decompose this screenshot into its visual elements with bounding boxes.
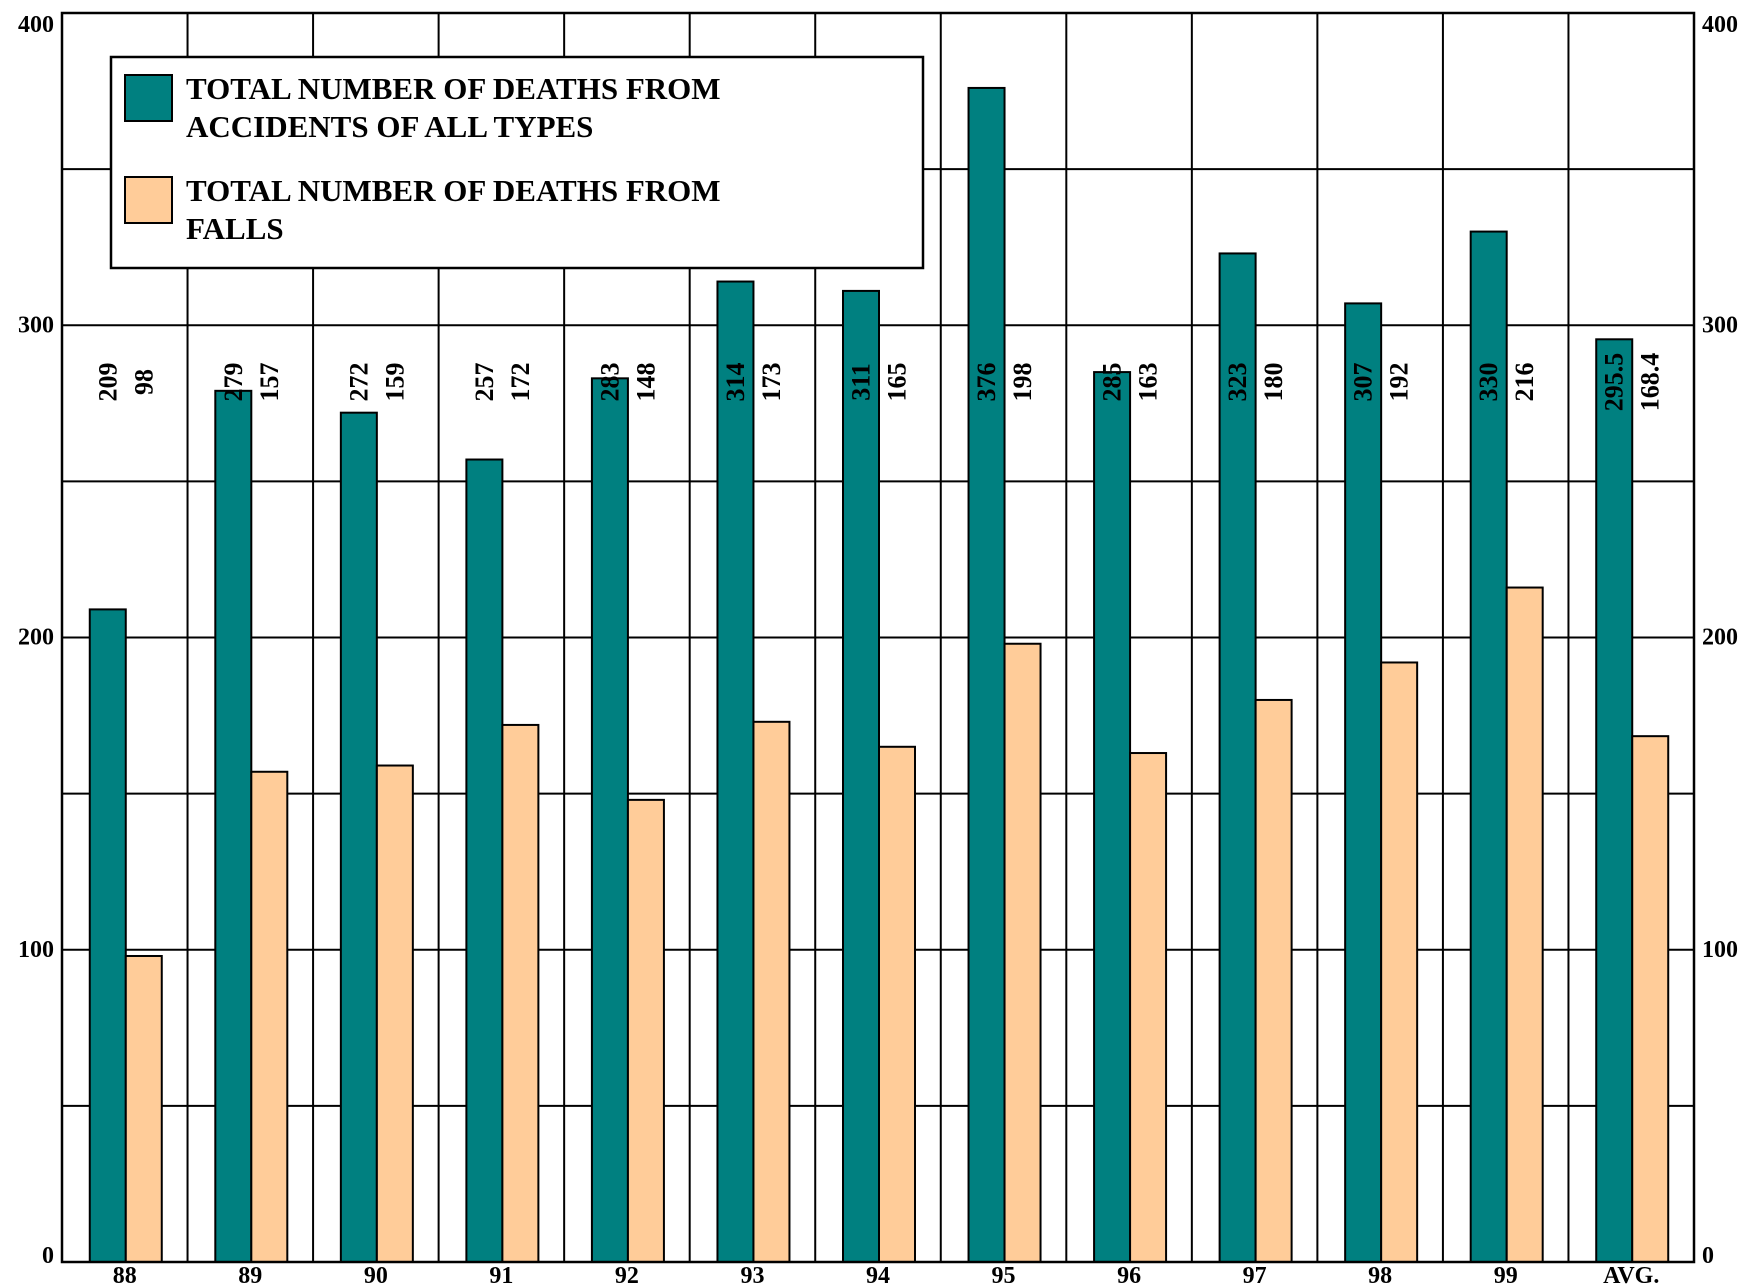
bar-falls-AVG.: [1631, 735, 1670, 1263]
bars: [88, 86, 1670, 1264]
bar-accidents-98: [1344, 302, 1383, 1263]
bar-accidents-88: [88, 608, 127, 1263]
bar-accidents-94: [842, 289, 880, 1263]
legend-box: [109, 55, 925, 270]
bar-accidents-96: [1093, 371, 1132, 1263]
y-axis-right: 0 100 200 300 400: [1702, 12, 1738, 1269]
x-tick-98: 98: [1368, 1263, 1392, 1287]
bar-falls-89: [250, 770, 289, 1264]
label-accidents-95: 376: [972, 363, 1001, 402]
label-accidents-94: 311: [847, 363, 876, 401]
label-falls-90: 159: [380, 363, 409, 402]
x-tick-93: 93: [740, 1263, 764, 1287]
bar-falls-96: [1129, 752, 1168, 1263]
bar-accidents-90: [339, 411, 378, 1263]
legend: TOTAL NUMBER OF DEATHS FROM ACCIDENTS OF …: [109, 55, 925, 270]
bar-accidents-99: [1469, 230, 1508, 1264]
label-falls-95: 198: [1008, 363, 1037, 402]
x-tick-91: 91: [489, 1263, 513, 1287]
y-tick-right-0: 0: [1702, 1243, 1714, 1269]
bar-falls-93: [752, 720, 791, 1263]
bar-falls-91: [501, 723, 540, 1263]
label-accidents-96: 285: [1098, 363, 1127, 402]
legend-swatch-accidents: [124, 74, 173, 122]
label-falls-89: 157: [255, 363, 284, 402]
bar-accidents-93: [716, 280, 755, 1264]
label-accidents-90: 272: [344, 363, 373, 402]
label-falls-96: 163: [1134, 363, 1163, 402]
y-axis-left: 0 100 200 300 400: [18, 12, 54, 1269]
label-falls-93: 173: [757, 363, 786, 402]
x-tick-96: 96: [1117, 1263, 1141, 1287]
y-tick-left-300: 300: [18, 312, 54, 338]
y-tick-left-400: 400: [18, 12, 54, 38]
legend-swatch-falls: [124, 176, 173, 224]
x-tick-92: 92: [615, 1263, 639, 1287]
bar-accidents-95: [967, 86, 1006, 1264]
x-tick-95: 95: [992, 1263, 1016, 1287]
y-tick-right-400: 400: [1702, 12, 1738, 38]
bar-falls-92: [626, 798, 665, 1263]
y-tick-right-300: 300: [1702, 312, 1738, 338]
label-falls-91: 172: [506, 363, 535, 402]
bar-accidents-92: [590, 377, 629, 1263]
y-tick-left-200: 200: [18, 625, 54, 651]
y-tick-left-0: 0: [42, 1243, 54, 1269]
bar-falls-94: [878, 745, 916, 1263]
label-accidents-99: 330: [1474, 363, 1503, 402]
legend-label-accidents: TOTAL NUMBER OF DEATHS FROM ACCIDENTS OF …: [186, 71, 721, 144]
bar-accidents-97: [1218, 252, 1257, 1263]
label-accidents-97: 323: [1223, 363, 1252, 402]
x-tick-99: 99: [1494, 1263, 1518, 1287]
label-falls-94: 165: [883, 363, 912, 402]
label-accidents-91: 257: [470, 363, 499, 402]
label-falls-99: 216: [1510, 363, 1539, 402]
x-tick-89: 89: [238, 1263, 262, 1287]
bar-falls-95: [1003, 642, 1042, 1263]
label-accidents-93: 314: [721, 363, 750, 402]
label-accidents-89: 279: [219, 363, 248, 402]
legend-label-falls: TOTAL NUMBER OF DEATHS FROM FALLS: [186, 173, 721, 246]
label-accidents-88: 209: [93, 363, 122, 402]
x-tick-97: 97: [1243, 1263, 1267, 1287]
bar-falls-88: [124, 954, 163, 1263]
bar-falls-98: [1380, 661, 1419, 1263]
x-tick-94: 94: [866, 1263, 890, 1287]
label-accidents-92: 283: [595, 363, 624, 402]
bar-falls-99: [1505, 586, 1544, 1263]
label-accidents-AVG.: 295.5: [1600, 353, 1629, 412]
y-tick-right-200: 200: [1702, 625, 1738, 651]
label-falls-AVG.: 168.4: [1636, 353, 1665, 412]
data-labels: 209 98 279 157 272 159 257 172 283 148 314 173 311 16…: [93, 353, 1664, 412]
bar-accidents-AVG.: [1595, 338, 1634, 1263]
x-tick-AVG.: AVG.: [1603, 1263, 1659, 1287]
x-tick-88: 88: [113, 1263, 137, 1287]
x-axis: 88 89 90 91 92 93 94 95 96 97 98 99 AVG.: [113, 1263, 1660, 1287]
label-accidents-98: 307: [1349, 363, 1378, 402]
y-tick-right-100: 100: [1702, 937, 1738, 963]
bar-falls-97: [1254, 698, 1293, 1263]
label-falls-88: 98: [129, 369, 158, 395]
label-falls-98: 192: [1385, 363, 1414, 402]
bar-accidents-89: [214, 389, 253, 1263]
label-falls-92: 148: [631, 363, 660, 402]
bar-falls-90: [375, 764, 414, 1264]
plot-frame: [60, 11, 1696, 1264]
bar-accidents-91: [465, 458, 504, 1263]
label-falls-97: 180: [1259, 363, 1288, 402]
y-tick-left-100: 100: [18, 937, 54, 963]
x-tick-90: 90: [364, 1263, 388, 1287]
